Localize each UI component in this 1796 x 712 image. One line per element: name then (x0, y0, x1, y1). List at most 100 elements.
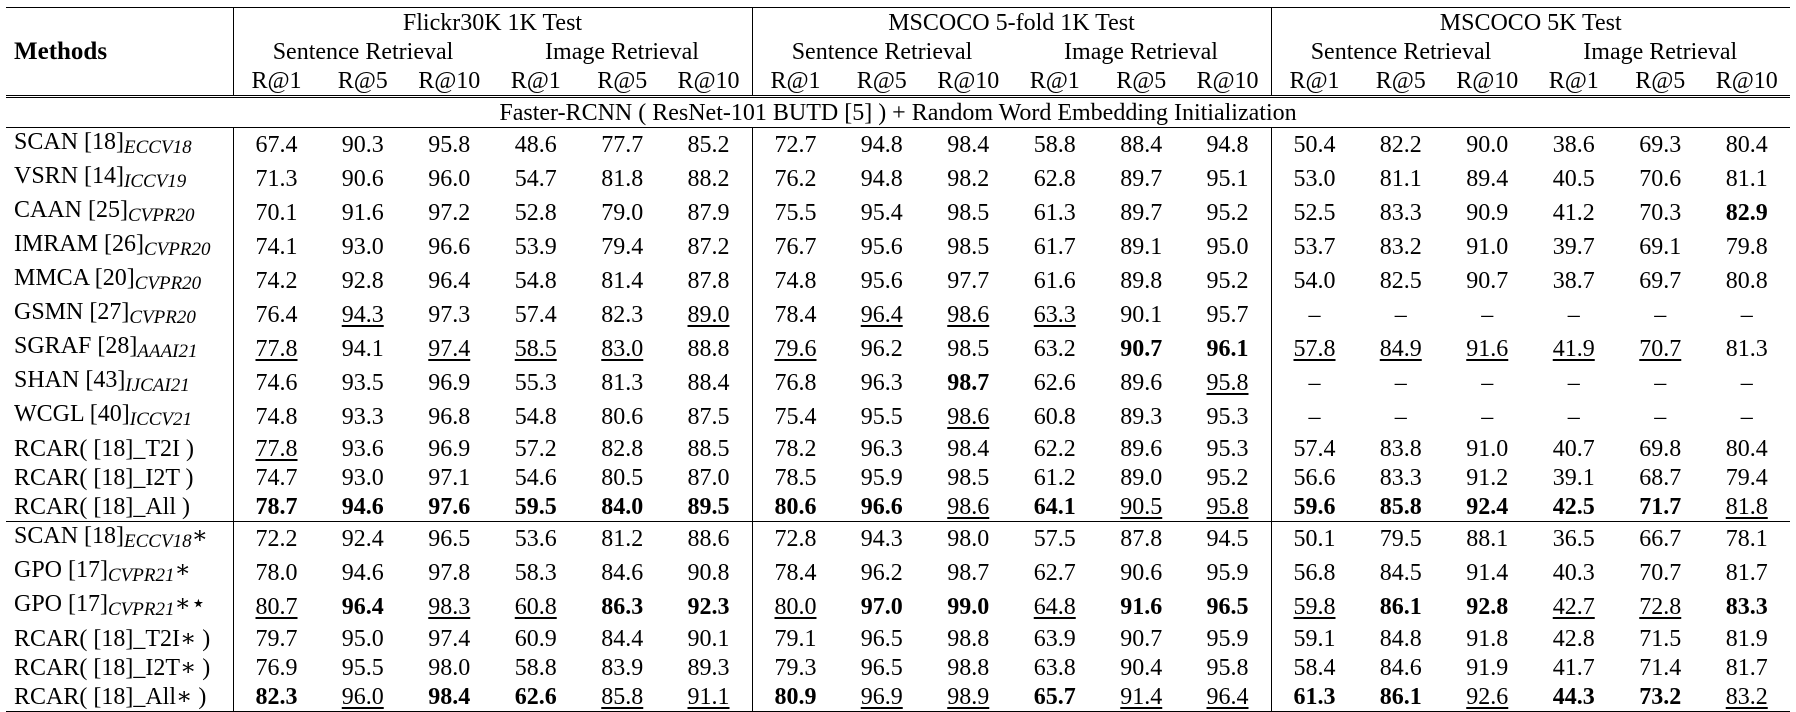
value: 96.4 (1206, 683, 1249, 710)
value-cell: 98.4 (925, 434, 1012, 463)
value: 77.8 (255, 336, 298, 362)
table-row: IMRAM [26]CVPR20 74.1 93.0 96.6 53.9 79.4 87.2… (6, 230, 1790, 264)
value: 72.7 (774, 132, 817, 158)
method-name-cell: WCGL [40]ICCV21 (6, 400, 234, 434)
value-cell: 92.8 (320, 264, 407, 298)
value: 81.2 (601, 526, 644, 552)
method-name: RCAR( [18]_T2I ) (14, 435, 194, 462)
value-cell: 99.0 (925, 590, 1012, 624)
value-cell: 84.6 (1358, 653, 1445, 682)
value: 52.8 (514, 200, 557, 226)
value: 95.2 (1206, 200, 1249, 226)
value: 70.7 (1639, 560, 1682, 586)
value: 61.7 (1033, 234, 1076, 260)
value: 36.5 (1552, 526, 1595, 552)
value-cell: – (1704, 298, 1791, 332)
value: 90.1 (1120, 302, 1163, 328)
value: 96.0 (341, 683, 384, 710)
metric-header: R@1 (1011, 66, 1098, 98)
value: 54.0 (1293, 268, 1336, 294)
value-cell: 98.4 (925, 128, 1012, 163)
value-cell: 67.4 (233, 128, 320, 163)
value: 41.7 (1552, 654, 1595, 681)
value: 99.0 (947, 594, 990, 620)
value: 96.0 (428, 166, 471, 192)
value: 85.8 (1379, 493, 1422, 520)
value-cell: – (1531, 366, 1618, 400)
value-cell: 73.2 (1617, 682, 1704, 712)
table-row: GPO [17]CVPR21∗⋆ 80.7 96.4 98.3 60.8 86.3 92.3… (6, 590, 1790, 624)
method-suffix: ∗⋆ (174, 591, 206, 617)
results-table: Flickr30K 1K Test MSCOCO 5-fold 1K Test … (6, 7, 1790, 712)
value-cell: 81.8 (579, 162, 666, 196)
value: 58.3 (514, 560, 557, 586)
value-cell: – (1444, 366, 1531, 400)
method-name-cell: MMCA [20]CVPR20 (6, 264, 234, 298)
value: 98.5 (947, 464, 990, 491)
value: 82.3 (255, 683, 298, 710)
value: 40.3 (1552, 560, 1595, 586)
value: 97.7 (947, 268, 990, 294)
value-cell: 58.8 (493, 653, 580, 682)
value-cell: 74.1 (233, 230, 320, 264)
value: 98.0 (428, 654, 471, 681)
value: 81.9 (1725, 625, 1768, 652)
value-cell: 87.2 (665, 230, 753, 264)
value: 76.9 (255, 654, 298, 681)
value-cell: 93.3 (320, 400, 407, 434)
method-name: SCAN [18] (14, 129, 125, 155)
value-cell: 78.4 (752, 556, 839, 590)
value: 40.5 (1552, 166, 1595, 192)
value-cell: 96.5 (839, 624, 926, 653)
value-cell: 96.5 (839, 653, 926, 682)
value-cell: 79.4 (1704, 463, 1791, 492)
value-cell: 80.7 (233, 590, 320, 624)
value: 95.9 (860, 464, 903, 491)
value-cell: 61.6 (1012, 264, 1099, 298)
value-cell: 93.0 (320, 230, 407, 264)
value-cell: 88.4 (665, 366, 753, 400)
value: 53.9 (514, 234, 557, 260)
value: 38.7 (1552, 268, 1595, 294)
value: 95.8 (1206, 370, 1249, 396)
value: – (1308, 370, 1321, 396)
value: – (1740, 370, 1753, 396)
value: 62.6 (514, 683, 557, 710)
value-cell: 98.5 (925, 196, 1012, 230)
value: 69.1 (1639, 234, 1682, 260)
value: 87.2 (687, 234, 730, 260)
value-cell: 89.0 (665, 298, 753, 332)
value: 94.1 (341, 336, 384, 362)
value: 72.8 (774, 526, 817, 552)
table-row: MMCA [20]CVPR20 74.2 92.8 96.4 54.8 81.4 87.8 7… (6, 264, 1790, 298)
value-cell: 89.3 (1098, 400, 1185, 434)
value: 60.9 (514, 625, 557, 652)
value: 98.5 (947, 336, 990, 362)
value: 95.2 (1206, 268, 1249, 294)
value-cell: 78.0 (233, 556, 320, 590)
value: 63.3 (1033, 302, 1076, 328)
method-name-cell: VSRN [14]ICCV19 (6, 162, 234, 196)
value-cell: 81.1 (1358, 162, 1445, 196)
value: 81.8 (601, 166, 644, 192)
value-cell: 94.8 (839, 128, 926, 163)
value: 66.7 (1639, 526, 1682, 552)
value: 76.4 (255, 302, 298, 328)
value-cell: 90.4 (1098, 653, 1185, 682)
value: 96.9 (428, 370, 471, 396)
value: 90.6 (341, 166, 384, 192)
value: 89.8 (1120, 268, 1163, 294)
value-cell: 62.6 (492, 682, 579, 712)
value: 57.4 (514, 302, 557, 328)
value: 61.2 (1033, 464, 1076, 491)
value: – (1654, 404, 1667, 430)
value-cell: 98.0 (925, 522, 1012, 557)
value-cell: 78.5 (752, 463, 839, 492)
value-cell: 64.8 (1012, 590, 1099, 624)
value: 42.7 (1552, 594, 1595, 620)
value-cell: 50.1 (1271, 522, 1358, 557)
value-cell: 41.2 (1531, 196, 1618, 230)
value-cell: 39.7 (1531, 230, 1618, 264)
value: 80.0 (774, 594, 817, 620)
value: 96.6 (860, 493, 903, 520)
